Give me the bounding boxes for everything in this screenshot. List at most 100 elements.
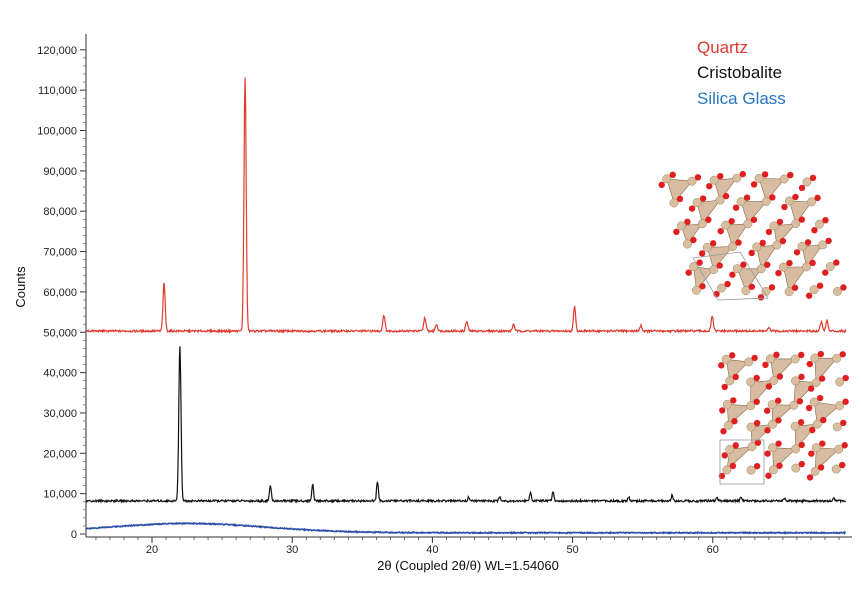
si-atom <box>687 176 697 186</box>
o-atom <box>673 228 680 236</box>
y-tick-label: 10,000 <box>43 489 77 501</box>
series-layer <box>85 77 847 535</box>
si-atom <box>810 466 820 476</box>
si-atom <box>791 376 800 386</box>
y-axis-title: Counts <box>13 266 28 308</box>
y-tick-label: 30,000 <box>43 408 77 420</box>
si-atom <box>746 377 756 387</box>
o-atom <box>717 172 724 180</box>
si-atom <box>832 287 842 296</box>
si-atom <box>784 287 794 297</box>
o-atom <box>791 284 799 291</box>
tetrahedron <box>789 200 813 225</box>
o-atom <box>787 171 794 179</box>
o-atom <box>817 464 825 471</box>
y-tick-label: 50,000 <box>43 327 77 339</box>
si-atom <box>732 173 742 183</box>
tetrahedron <box>725 358 750 382</box>
tetrahedron <box>801 244 824 268</box>
y-tick-label: 70,000 <box>43 247 77 259</box>
o-atom <box>762 361 769 369</box>
o-atom <box>748 283 756 290</box>
o-atom <box>709 240 717 247</box>
o-atom <box>820 416 827 424</box>
quartz-structure <box>658 170 847 301</box>
si-atom <box>779 262 788 272</box>
tetrahedron <box>736 268 762 292</box>
o-atom <box>729 462 737 470</box>
tetrahedron <box>693 266 715 292</box>
y-tick-label: 120,000 <box>37 45 77 57</box>
o-atom <box>805 404 813 412</box>
o-atom <box>718 362 725 369</box>
o-atom <box>840 284 847 291</box>
si-atom <box>811 378 821 388</box>
si-atom <box>747 442 757 452</box>
o-atom <box>728 217 735 225</box>
series-quartz <box>86 77 847 334</box>
o-atom <box>808 450 815 457</box>
tetrahedron <box>773 223 797 246</box>
o-atom <box>825 237 832 245</box>
si-atom <box>722 399 732 409</box>
o-atom <box>776 373 784 380</box>
si-atom <box>809 285 819 295</box>
o-atom <box>819 440 826 447</box>
o-atom <box>732 442 739 449</box>
si-atom <box>812 419 822 429</box>
si-atom <box>832 353 842 363</box>
o-atom <box>776 462 783 469</box>
o-atom <box>729 271 736 278</box>
si-atom <box>746 422 756 432</box>
o-atom <box>764 261 771 268</box>
o-atom <box>676 195 684 203</box>
o-atom <box>724 280 731 288</box>
si-atom <box>767 400 777 410</box>
unit-cell-outline <box>719 439 765 485</box>
o-atom <box>669 171 676 179</box>
si-atom <box>835 401 845 411</box>
si-atom <box>802 177 812 187</box>
o-atom <box>698 250 706 257</box>
si-atom <box>791 444 801 454</box>
o-atom <box>688 205 696 212</box>
si-atom <box>797 241 807 251</box>
o-atom <box>806 360 813 368</box>
si-atom <box>754 173 764 183</box>
o-atom <box>765 383 773 390</box>
o-atom <box>753 462 761 470</box>
o-atom <box>833 259 840 266</box>
o-atom <box>816 394 824 402</box>
legend-silica-glass: Silica Glass <box>697 89 786 108</box>
o-atom <box>807 385 815 392</box>
o-atom <box>796 398 804 405</box>
si-atom <box>746 465 756 475</box>
o-atom <box>806 474 814 481</box>
y-tick-label: 40,000 <box>43 368 77 380</box>
si-atom <box>790 421 800 431</box>
o-atom <box>840 419 847 427</box>
o-atom <box>781 203 788 211</box>
o-atom <box>753 419 761 427</box>
tetrahedron <box>725 223 749 248</box>
o-atom <box>798 460 805 468</box>
o-atom <box>798 441 805 449</box>
si-atom <box>809 397 819 407</box>
o-atom <box>793 249 801 256</box>
tetrahedron <box>666 178 693 204</box>
si-atom <box>784 196 794 206</box>
o-atom <box>730 397 737 404</box>
o-atom <box>822 216 829 224</box>
o-atom <box>779 237 787 245</box>
si-atom <box>769 376 779 385</box>
o-atom <box>817 350 824 358</box>
x-tick-label: 40 <box>426 544 438 556</box>
o-atom <box>750 181 758 188</box>
series-silica-glass <box>86 521 846 535</box>
x-tick-label: 20 <box>146 544 158 556</box>
o-atom <box>684 218 691 226</box>
si-atom <box>811 443 821 453</box>
si-atom <box>741 286 751 296</box>
si-atom <box>728 242 737 252</box>
tetrahedron <box>770 358 796 382</box>
